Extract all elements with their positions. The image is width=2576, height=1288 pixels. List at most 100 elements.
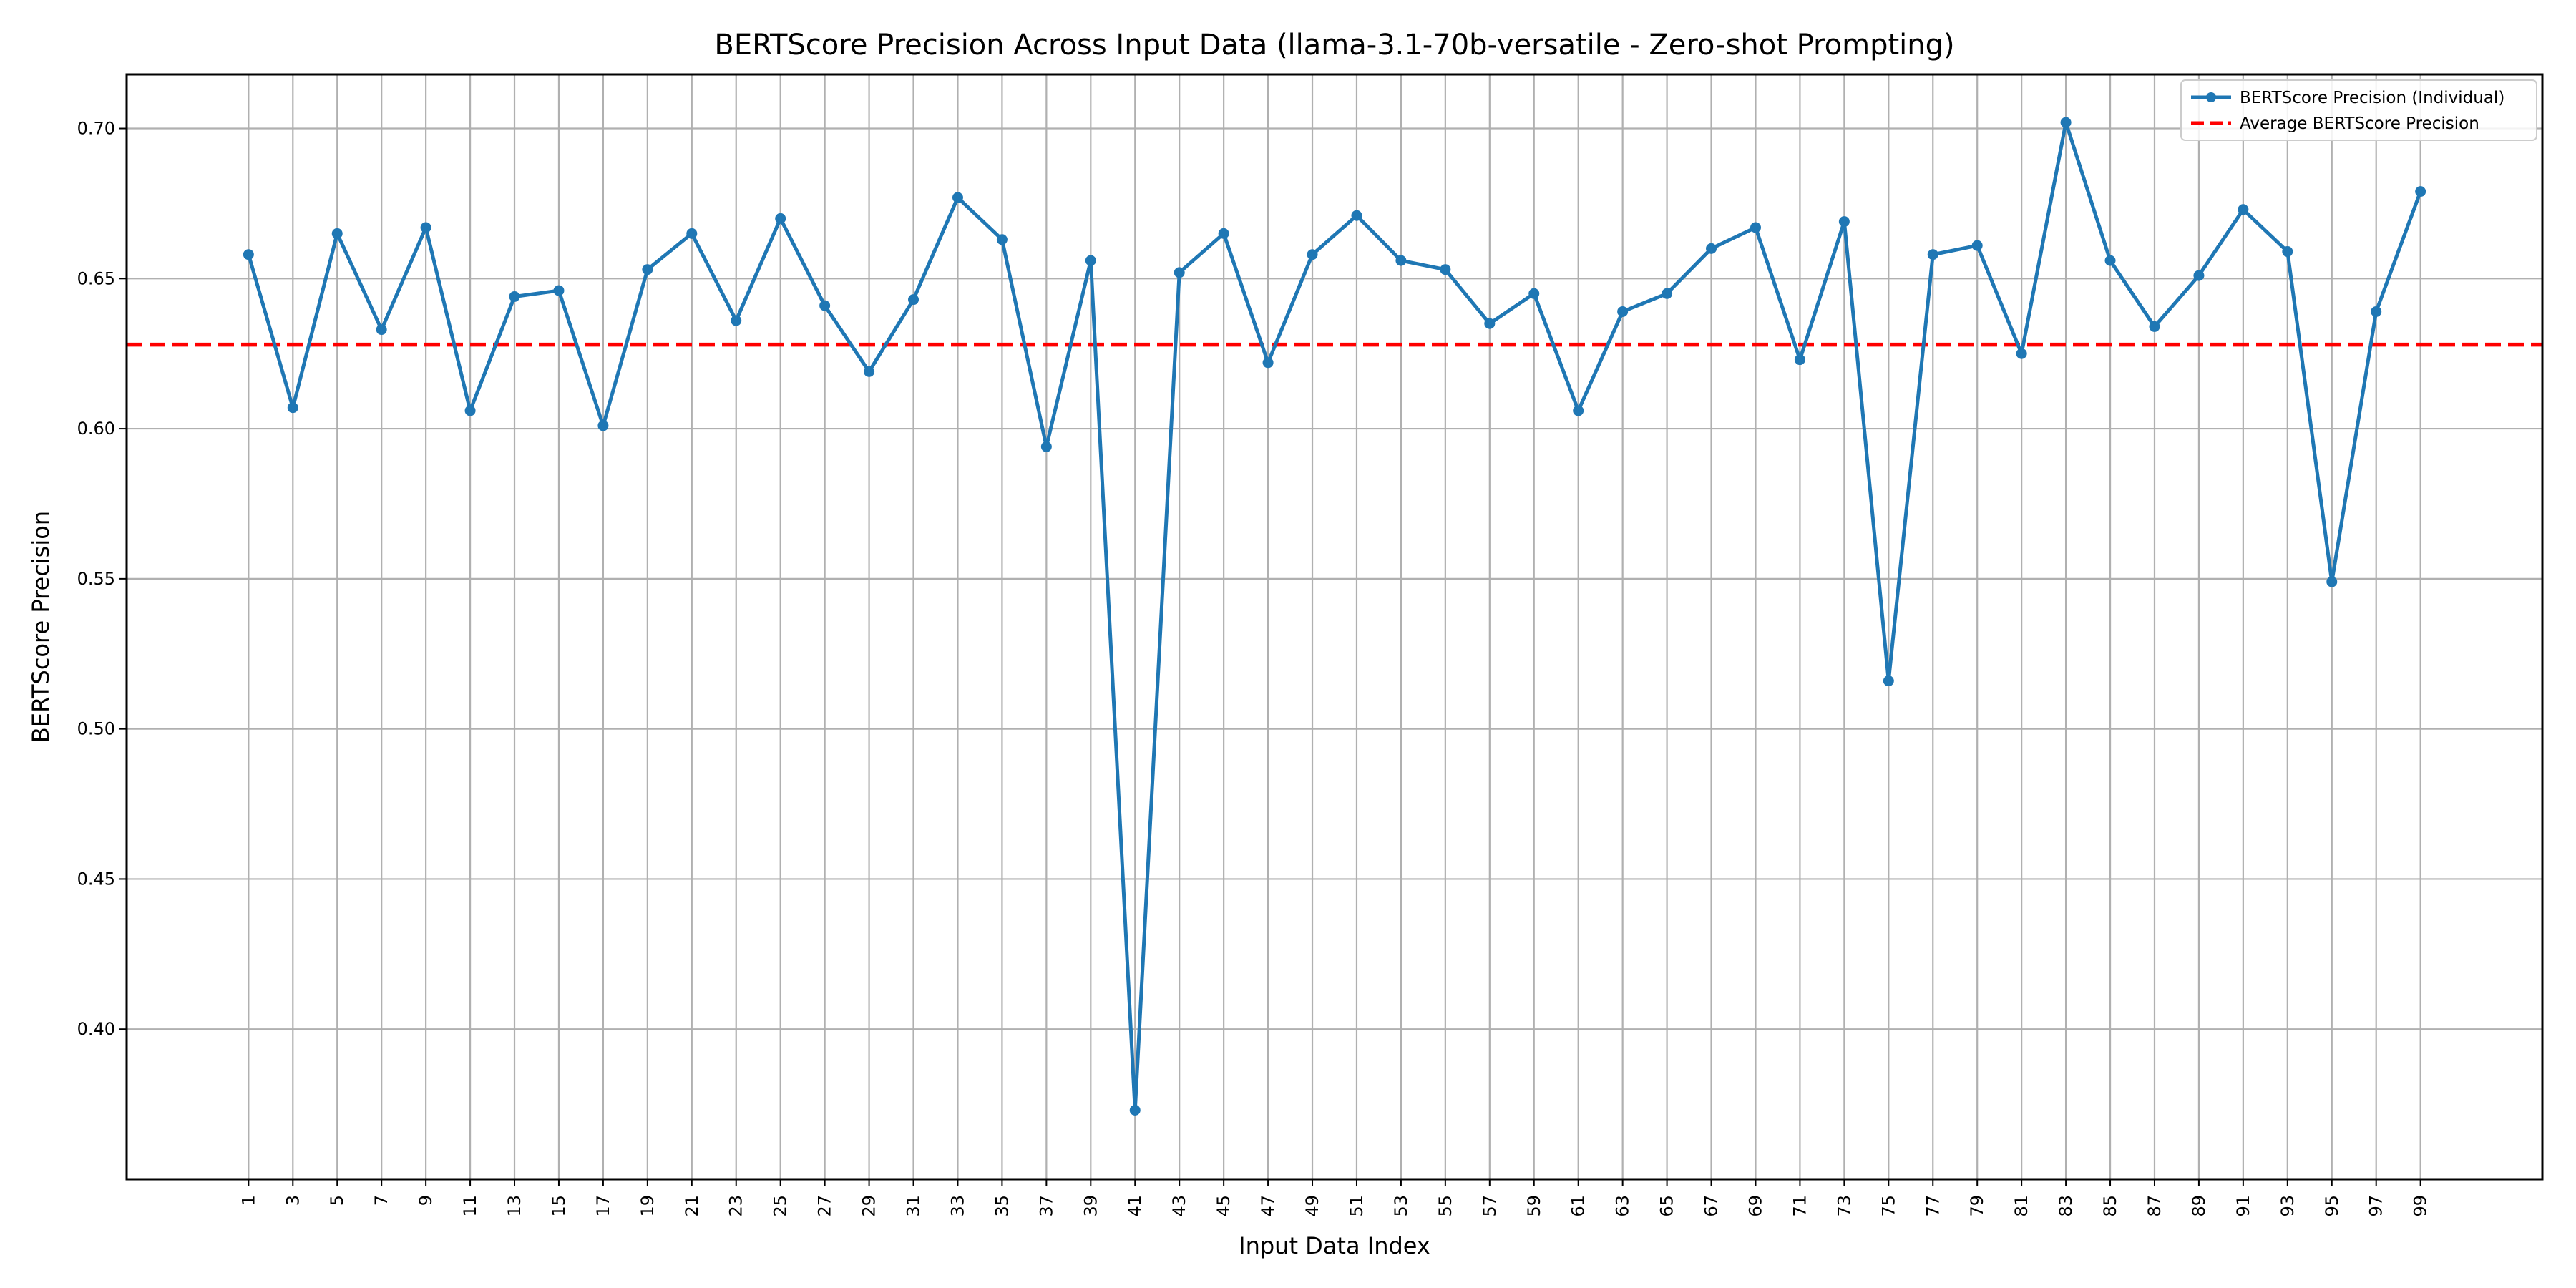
x-tick-label: 41 <box>1125 1195 1145 1217</box>
x-tick-label: 7 <box>371 1195 391 1206</box>
data-point <box>597 420 609 431</box>
y-tick-label: 0.55 <box>77 569 115 589</box>
x-tick-label: 67 <box>1702 1195 1722 1217</box>
series-line <box>246 120 2422 1112</box>
x-tick-label: 33 <box>947 1195 967 1217</box>
data-point <box>1040 441 1052 452</box>
data-point <box>2193 270 2205 281</box>
data-point <box>1440 264 1451 275</box>
data-point <box>1883 675 1894 687</box>
data-point <box>2282 246 2293 258</box>
legend: BERTScore Precision (Individual) Average… <box>2180 79 2537 141</box>
x-tick-label: 91 <box>2233 1195 2253 1217</box>
legend-label-individual: BERTScore Precision (Individual) <box>2240 89 2504 107</box>
x-tick-label: 73 <box>1834 1195 1854 1217</box>
data-point <box>1662 288 1673 299</box>
x-tick-label: 89 <box>2189 1195 2209 1217</box>
data-point <box>509 291 520 302</box>
data-point <box>2371 306 2382 317</box>
x-tick-label: 23 <box>726 1195 746 1217</box>
x-tick-label: 55 <box>1435 1195 1455 1217</box>
data-point <box>1218 228 1229 239</box>
data-point <box>996 234 1008 245</box>
x-tick-label: 31 <box>904 1195 924 1217</box>
data-point <box>775 213 786 224</box>
x-tick-label: 71 <box>1790 1195 1810 1217</box>
data-point <box>819 300 831 311</box>
legend-box <box>2180 79 2537 141</box>
x-tick-label: 25 <box>771 1195 791 1217</box>
data-point <box>1971 240 1983 251</box>
data-point <box>243 249 254 260</box>
data-point <box>1706 243 1717 254</box>
x-tick-label: 81 <box>2011 1195 2031 1217</box>
data-point <box>1307 249 1318 260</box>
x-tick-label: 79 <box>1967 1195 1987 1217</box>
y-tick-label: 0.50 <box>77 719 115 739</box>
x-tick-label: 19 <box>638 1195 658 1217</box>
y-tick-label: 0.40 <box>77 1019 115 1039</box>
x-tick-label: 15 <box>549 1195 569 1217</box>
x-tick-label: 9 <box>416 1195 436 1206</box>
data-point <box>420 222 431 233</box>
data-point <box>287 402 298 414</box>
x-tick-label: 11 <box>460 1195 480 1217</box>
data-point <box>1617 306 1629 317</box>
x-tick-label: 5 <box>327 1195 347 1206</box>
data-point <box>331 228 343 239</box>
x-tick-label: 37 <box>1036 1195 1056 1217</box>
data-point <box>1484 318 1496 329</box>
data-point <box>464 405 476 416</box>
data-point <box>642 264 653 275</box>
data-point <box>1351 210 1362 221</box>
data-point <box>1528 288 1540 299</box>
x-tick-label: 93 <box>2278 1195 2298 1217</box>
x-tick-label: 97 <box>2366 1195 2386 1217</box>
y-tick-label: 0.65 <box>77 268 115 288</box>
data-point <box>2149 321 2160 332</box>
x-tick-label: 61 <box>1568 1195 1589 1217</box>
x-tick-label: 17 <box>593 1195 613 1217</box>
x-tick-label: 87 <box>2145 1195 2165 1217</box>
series-layer <box>243 117 2426 1116</box>
data-point <box>2060 117 2072 128</box>
x-tick-label: 85 <box>2100 1195 2120 1217</box>
x-tick-label: 43 <box>1169 1195 1189 1217</box>
y-tick-label: 0.45 <box>77 869 115 889</box>
chart-title: BERTScore Precision Across Input Data (l… <box>714 29 1954 62</box>
x-ticks: 1 3 5 7 9 11 13 15 17 19 21 23 25 27 29 31 33 35 37 39 41 43 4… <box>238 1179 2431 1217</box>
x-tick-label: 13 <box>504 1195 525 1217</box>
data-point <box>2104 255 2116 266</box>
data-point <box>553 285 565 296</box>
x-tick-label: 1 <box>238 1195 258 1206</box>
x-tick-label: 95 <box>2322 1195 2342 1217</box>
data-point <box>1573 405 1584 416</box>
data-point <box>1174 267 1185 278</box>
x-tick-label: 75 <box>1878 1195 1898 1217</box>
y-tick-label: 0.60 <box>77 419 115 439</box>
data-point <box>2016 348 2027 359</box>
x-tick-label: 53 <box>1391 1195 1411 1217</box>
x-tick-label: 51 <box>1347 1195 1367 1217</box>
data-point <box>1129 1105 1141 1116</box>
x-tick-label: 63 <box>1613 1195 1633 1217</box>
x-tick-label: 99 <box>2411 1195 2431 1217</box>
x-tick-label: 83 <box>2056 1195 2076 1217</box>
data-point <box>731 315 742 326</box>
x-tick-label: 57 <box>1480 1195 1500 1217</box>
data-point <box>2415 186 2426 197</box>
data-point <box>1750 222 1761 233</box>
plot-frame <box>125 73 2544 1181</box>
grid <box>127 74 2542 1179</box>
data-point <box>1085 255 1096 266</box>
x-tick-label: 65 <box>1657 1195 1677 1217</box>
legend-label-average: Average BERTScore Precision <box>2240 114 2479 133</box>
y-ticks: 0.40 0.45 0.50 0.55 0.60 0.65 0.70 <box>77 119 127 1039</box>
y-tick-label: 0.70 <box>77 119 115 139</box>
x-tick-label: 49 <box>1302 1195 1322 1217</box>
x-tick-label: 59 <box>1524 1195 1544 1217</box>
x-axis-label: Input Data Index <box>1239 1232 1430 1259</box>
x-tick-label: 29 <box>859 1195 879 1217</box>
data-point <box>864 366 875 377</box>
